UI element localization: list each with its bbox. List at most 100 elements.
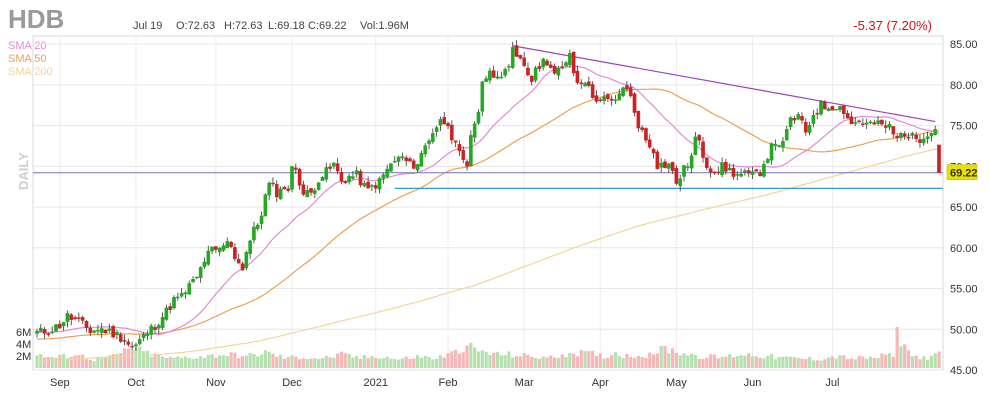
volume-bar <box>568 352 572 368</box>
candle <box>263 193 268 217</box>
candle <box>339 167 344 184</box>
candle <box>659 158 663 173</box>
candle <box>480 80 485 117</box>
volume-bar <box>393 359 397 368</box>
volume-bar <box>910 356 914 368</box>
volume-bar <box>301 358 306 368</box>
candle <box>876 116 880 126</box>
low-value: L:69.18 <box>268 20 305 32</box>
volume-bar <box>686 355 690 368</box>
period-label: DAILY <box>16 152 31 190</box>
candle <box>191 276 195 283</box>
candle <box>65 310 70 328</box>
candle <box>408 156 412 162</box>
candle <box>88 324 93 336</box>
candle <box>849 111 854 125</box>
candle <box>720 157 724 178</box>
volume-value: Vol:1.96M <box>360 20 409 32</box>
x-tick-label: Dec <box>282 377 302 389</box>
candle <box>731 163 736 180</box>
candle <box>431 128 435 144</box>
candle <box>472 120 477 143</box>
x-tick-label: 2021 <box>363 377 387 389</box>
volume-bar <box>237 358 241 368</box>
volume-bar <box>328 357 332 368</box>
candle <box>842 104 846 120</box>
candle <box>872 119 877 125</box>
volume-bar <box>636 355 640 368</box>
candle <box>137 334 142 346</box>
volume-bar <box>149 357 153 368</box>
volume-bar <box>404 356 408 368</box>
volume-bar <box>556 358 561 368</box>
candle <box>320 176 325 182</box>
candle <box>800 112 804 124</box>
volume-bar <box>804 359 808 368</box>
candle <box>457 140 462 156</box>
candle <box>130 341 134 350</box>
volume-bar <box>564 356 568 368</box>
volume-bar <box>134 347 138 368</box>
volume-bar <box>218 355 222 368</box>
candle <box>507 64 511 72</box>
volume-bar <box>678 355 682 368</box>
volume-bar <box>663 345 667 368</box>
candle <box>925 131 930 144</box>
candle <box>838 105 842 112</box>
volume-bar <box>739 355 743 368</box>
volume-bar <box>62 353 66 368</box>
volume-bar <box>54 357 58 368</box>
volume-bar <box>435 358 439 368</box>
sma-20-line <box>36 65 940 336</box>
candle <box>503 67 507 78</box>
candle <box>910 131 915 140</box>
volume-bar <box>731 357 736 368</box>
volume-bar <box>480 350 484 368</box>
candle <box>259 211 264 230</box>
candle <box>202 257 207 269</box>
volume-bar <box>347 353 351 368</box>
volume-bar <box>336 353 340 368</box>
volume-bar <box>324 355 328 368</box>
candle <box>453 140 458 148</box>
candle <box>887 121 892 131</box>
volume-bar <box>84 359 89 368</box>
candle <box>556 65 561 80</box>
candle <box>552 63 557 76</box>
volume-bar <box>541 356 545 368</box>
candle <box>765 157 770 164</box>
candle <box>575 65 580 85</box>
candle <box>902 131 907 140</box>
volume-bar <box>697 358 701 368</box>
volume-bar <box>256 356 260 368</box>
candle <box>115 329 119 340</box>
candle <box>792 115 797 125</box>
volume-bar <box>712 354 717 368</box>
legend-sma-50: SMA 50 <box>8 53 47 65</box>
candle <box>819 99 823 116</box>
volume-bar <box>111 354 115 368</box>
volume-bar <box>96 357 100 368</box>
volume-bar <box>438 355 443 368</box>
candle <box>179 287 184 298</box>
grid <box>32 35 944 371</box>
candle <box>647 134 652 149</box>
candle <box>571 51 576 77</box>
volume-bar <box>381 358 385 368</box>
volume-bar <box>358 358 363 368</box>
volume-bar <box>69 357 73 368</box>
volume-bar <box>918 359 922 368</box>
volume-bar <box>651 354 656 368</box>
candle <box>899 131 903 141</box>
candle <box>225 237 230 249</box>
volume-bar <box>526 354 530 368</box>
candle <box>537 62 542 72</box>
candle <box>206 245 211 266</box>
volume-bar <box>377 358 382 368</box>
volume-bar <box>362 354 366 368</box>
sma-lines <box>36 65 940 363</box>
volume-bar <box>887 353 892 368</box>
volume-bar <box>807 356 812 368</box>
volume-bar <box>450 351 454 368</box>
volume-bar <box>275 356 279 368</box>
